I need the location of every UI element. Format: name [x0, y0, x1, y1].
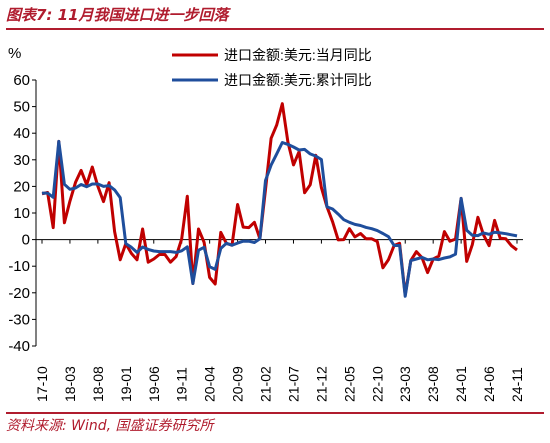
- y-tick-label: -10: [8, 258, 30, 275]
- x-tick-label: 21-07: [285, 366, 301, 402]
- x-tick-label: 22-10: [369, 366, 385, 402]
- y-tick-label: 50: [13, 99, 30, 116]
- y-tick-label: -20: [8, 285, 30, 302]
- chart-title: 图表7: 11月我国进口进一步回落: [6, 4, 544, 30]
- legend-label-2: 进口金额:美元:累计同比: [224, 72, 372, 88]
- x-tick-label: 23-08: [425, 366, 441, 402]
- y-tick-label: 60: [13, 72, 30, 89]
- x-tick-label: 18-03: [62, 366, 78, 402]
- y-tick-label: -40: [8, 338, 30, 355]
- x-tick-label: 24-11: [509, 367, 525, 402]
- x-tick-label: 24-06: [481, 366, 497, 402]
- x-tick-label: 21-12: [313, 366, 329, 402]
- x-tick-label: 17-10: [34, 366, 50, 402]
- x-tick-label: 20-09: [230, 366, 246, 402]
- x-tick-label: 21-02: [258, 366, 274, 402]
- legend-label-1: 进口金额:美元:当月同比: [224, 47, 372, 63]
- y-tick-label: 0: [22, 232, 30, 249]
- source-note: 资料来源: Wind, 国盛证券研究所: [6, 412, 544, 440]
- y-tick-label: 40: [13, 125, 30, 142]
- series-line-1: [41, 102, 518, 297]
- y-tick-label: -30: [8, 311, 30, 328]
- x-tick-label: 20-04: [202, 366, 218, 402]
- y-unit-label: %: [8, 45, 21, 62]
- y-tick-label: 30: [13, 152, 30, 169]
- x-tick-label: 19-06: [146, 366, 162, 402]
- series-layer: [41, 102, 518, 298]
- y-tick-label: 20: [13, 178, 30, 195]
- series-line-2: [42, 139, 518, 298]
- x-tick-label: 19-01: [118, 366, 134, 402]
- x-tick-label: 24-01: [453, 366, 469, 402]
- x-tick-label: 23-03: [397, 366, 413, 402]
- x-tick-label: 19-11: [174, 367, 190, 402]
- x-tick-label: 18-08: [90, 366, 106, 402]
- y-tick-label: 10: [13, 205, 30, 222]
- x-tick-label: 22-05: [341, 366, 357, 402]
